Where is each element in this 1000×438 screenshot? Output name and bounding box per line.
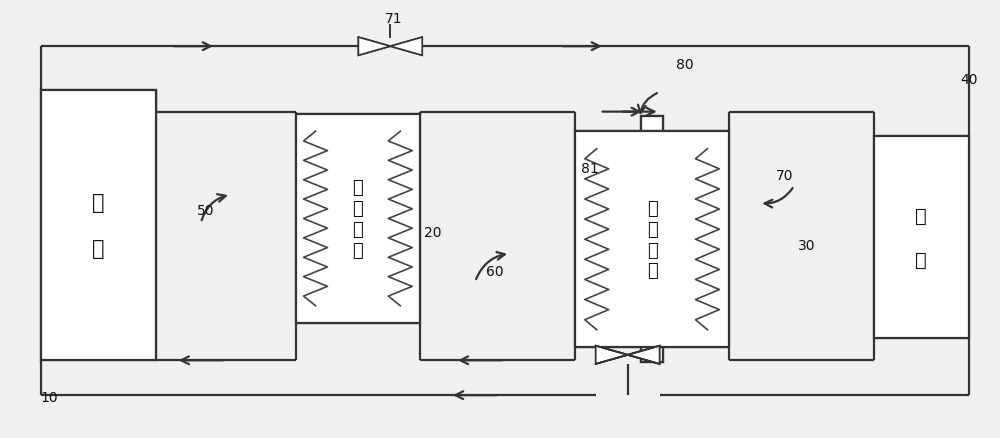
Bar bbox=[874, 136, 969, 339]
Text: 水

泵: 水 泵 bbox=[915, 206, 927, 269]
Text: 60: 60 bbox=[486, 264, 504, 278]
Text: 水

泵: 水 泵 bbox=[915, 206, 927, 269]
Bar bbox=[641, 117, 663, 132]
Text: 40: 40 bbox=[960, 73, 977, 87]
Bar bbox=[575, 132, 729, 347]
Text: 储
热
装
置: 储 热 装 置 bbox=[647, 200, 657, 280]
Text: 10: 10 bbox=[40, 390, 58, 404]
Text: 70: 70 bbox=[775, 169, 793, 183]
Polygon shape bbox=[358, 38, 390, 56]
Bar bbox=[641, 347, 663, 363]
Bar bbox=[296, 115, 420, 323]
Text: 50: 50 bbox=[197, 203, 215, 217]
Text: 换
热
元
件: 换 热 元 件 bbox=[353, 179, 363, 259]
Bar bbox=[575, 132, 729, 347]
Bar bbox=[41, 91, 156, 360]
Polygon shape bbox=[596, 346, 628, 364]
Text: 71: 71 bbox=[384, 12, 402, 26]
Polygon shape bbox=[628, 346, 660, 364]
Polygon shape bbox=[596, 346, 628, 364]
Bar bbox=[874, 136, 969, 339]
Bar bbox=[641, 347, 663, 363]
Text: 20: 20 bbox=[424, 225, 442, 239]
Polygon shape bbox=[390, 38, 422, 56]
Polygon shape bbox=[390, 38, 422, 56]
Text: 储
热
装
置: 储 热 装 置 bbox=[647, 200, 657, 280]
Text: 81: 81 bbox=[581, 162, 599, 176]
Polygon shape bbox=[358, 38, 390, 56]
Text: 外

机: 外 机 bbox=[92, 192, 105, 259]
Text: 80: 80 bbox=[676, 57, 693, 71]
Polygon shape bbox=[628, 346, 660, 364]
Bar bbox=[296, 115, 420, 323]
Bar bbox=[641, 117, 663, 132]
Text: 换
热
元
件: 换 热 元 件 bbox=[353, 179, 363, 259]
Text: 30: 30 bbox=[798, 238, 816, 252]
Text: 外

机: 外 机 bbox=[92, 192, 105, 259]
Bar bbox=[41, 91, 156, 360]
